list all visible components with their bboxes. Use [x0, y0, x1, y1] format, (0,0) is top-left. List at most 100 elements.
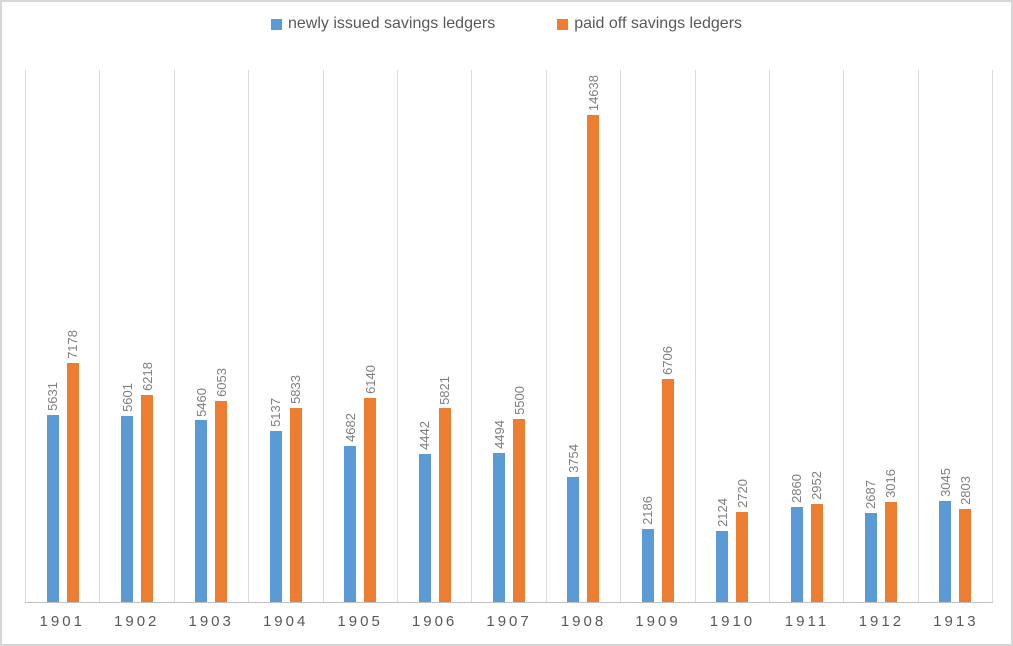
bar-column-newly-issued-1908: 3754: [565, 70, 581, 602]
bar-value-label: 3016: [883, 468, 899, 498]
bar-column-paid-off-1909: 6706: [660, 70, 676, 602]
bar-newly-issued-1909: [641, 529, 654, 602]
bar-column-newly-issued-1904: 5137: [268, 70, 284, 602]
legend-swatch-blue-icon: [270, 18, 282, 30]
bar-column-newly-issued-1909: 2186: [640, 70, 656, 602]
bar-newly-issued-1912: [864, 512, 877, 602]
x-axis-label-1910: 1910: [709, 612, 756, 630]
bar-column-paid-off-1910: 2720: [734, 70, 750, 602]
bar-column-newly-issued-1912: 2687: [863, 70, 879, 602]
bar-paid-off-1908: [587, 115, 600, 602]
bar-column-newly-issued-1910: 2124: [714, 70, 730, 602]
bar-value-label: 2860: [789, 473, 805, 503]
bar-column-newly-issued-1906: 4442: [417, 70, 432, 602]
legend-label-paid-off: paid off savings ledgers: [574, 15, 743, 32]
bar-column-newly-issued-1903: 5460: [193, 70, 209, 602]
bar-newly-issued-1911: [790, 506, 803, 602]
bar-value-label: 5833: [288, 375, 304, 405]
bar-newly-issued-1901: [46, 414, 59, 602]
bar-value-label: 6706: [660, 346, 676, 376]
bar-group-1902: 5601 6218: [120, 70, 155, 602]
bar-value-label: 5631: [45, 381, 61, 411]
bar-newly-issued-1913: [939, 500, 952, 602]
bar-value-label: 6218: [139, 362, 155, 392]
bar-column-paid-off-1907: 5500: [511, 70, 527, 602]
x-axis-labels: 1901 1902 1903 1904 1905 1906 1907 1908 1909 1910…: [25, 604, 993, 638]
x-axis-label-1904: 1904: [262, 612, 309, 630]
bar-group-1906: 4442 5821: [417, 70, 452, 602]
bar-newly-issued-1908: [567, 477, 580, 602]
bar-paid-off-1901: [66, 363, 79, 602]
bar-column-newly-issued-1911: 2860: [789, 70, 805, 602]
bar-value-label: 2186: [640, 496, 656, 526]
x-axis-label-1911: 1911: [784, 612, 830, 630]
category-1901: 5631 7178: [25, 70, 99, 602]
bar-column-paid-off-1906: 5821: [437, 70, 452, 602]
category-1905: 4682 6140: [322, 70, 397, 602]
bar-column-newly-issued-1913: 3045: [937, 70, 953, 602]
bar-newly-issued-1903: [195, 420, 208, 602]
bar-column-paid-off-1905: 6140: [363, 70, 378, 602]
bar-value-label: 6053: [213, 367, 229, 397]
category-1907: 4494 5500: [471, 70, 545, 602]
bar-column-paid-off-1911: 2952: [809, 70, 825, 602]
bar-group-1908: 3754 14638: [565, 70, 601, 602]
x-axis-label-1912: 1912: [858, 612, 905, 630]
bar-newly-issued-1905: [344, 446, 357, 602]
category-1909: 2186 6706: [620, 70, 694, 602]
bar-group-1911: 2860 2952: [789, 70, 825, 602]
bar-column-newly-issued-1905: 4682: [342, 70, 358, 602]
bar-newly-issued-1907: [493, 452, 506, 602]
category-1904: 5137 5833: [248, 70, 322, 602]
bar-column-newly-issued-1907: 4494: [491, 70, 507, 602]
bar-value-label: 2720: [734, 478, 750, 508]
category-1903: 5460 6053: [173, 70, 248, 602]
bar-group-1910: 2124 2720: [714, 70, 750, 602]
bar-paid-off-1912: [884, 501, 897, 602]
bar-paid-off-1903: [215, 400, 228, 602]
bar-value-label: 2952: [809, 470, 825, 500]
bar-value-label: 2803: [957, 475, 973, 505]
bar-paid-off-1904: [289, 408, 302, 602]
bar-group-1907: 4494 5500: [491, 70, 527, 602]
bar-column-paid-off-1912: 3016: [883, 70, 899, 602]
x-axis-label-1901: 1901: [39, 612, 85, 630]
x-axis-label-1905: 1905: [337, 612, 383, 630]
bar-value-label: 5137: [268, 398, 284, 428]
bar-column-paid-off-1908: 14638: [585, 70, 601, 602]
bar-paid-off-1907: [513, 419, 526, 602]
category-1910: 2124 2720: [694, 70, 769, 602]
bar-value-label: 14638: [585, 75, 601, 112]
bar-group-1904: 5137 5833: [268, 70, 304, 602]
bar-column-paid-off-1903: 6053: [213, 70, 229, 602]
category-1911: 2860 2952: [768, 70, 843, 602]
bar-value-label: 4682: [342, 413, 358, 443]
bar-group-1901: 5631 7178: [45, 70, 81, 602]
bar-paid-off-1906: [438, 408, 451, 602]
legend-swatch-orange-icon: [557, 18, 569, 30]
bar-paid-off-1909: [661, 379, 674, 602]
bar-newly-issued-1906: [418, 454, 431, 602]
bar-value-label: 3045: [937, 467, 953, 497]
bar-newly-issued-1902: [121, 415, 134, 602]
bar-group-1903: 5460 6053: [193, 70, 229, 602]
x-axis-label-1902: 1902: [114, 612, 160, 630]
bar-value-label: 2687: [863, 479, 879, 509]
bar-value-label: 7178: [65, 330, 81, 360]
bar-value-label: 5500: [511, 386, 527, 416]
x-axis-label-1908: 1908: [560, 612, 607, 630]
bar-column-paid-off-1904: 5833: [288, 70, 304, 602]
bar-column-newly-issued-1901: 5631: [45, 70, 61, 602]
bar-paid-off-1902: [141, 395, 154, 602]
bar-paid-off-1913: [959, 508, 972, 602]
bar-paid-off-1911: [810, 503, 823, 602]
bar-column-paid-off-1902: 6218: [139, 70, 155, 602]
bar-value-label: 4494: [491, 419, 507, 449]
bar-value-label: 2124: [714, 498, 730, 528]
x-axis-label-1913: 1913: [933, 612, 979, 630]
bar-value-label: 3754: [565, 444, 581, 474]
x-axis-label-1907: 1907: [486, 612, 532, 630]
bar-group-1912: 2687 3016: [863, 70, 899, 602]
bar-value-label: 5460: [193, 387, 209, 417]
